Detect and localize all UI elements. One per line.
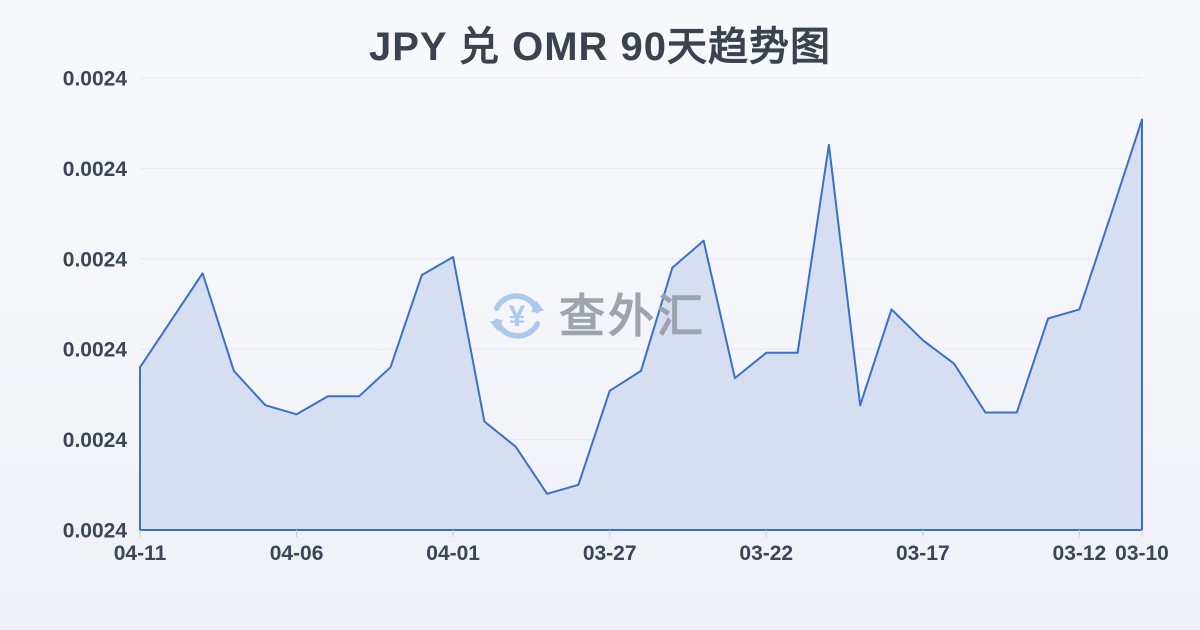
y-axis-label: 0.0024 — [63, 520, 128, 543]
area-series — [139, 118, 1143, 531]
x-axis-label: 04-01 — [426, 542, 480, 565]
x-axis-label: 04-11 — [114, 542, 167, 565]
x-axis-label: 03-12 — [1053, 542, 1107, 565]
x-axis-label: 03-22 — [739, 542, 793, 565]
x-axis-label: 03-27 — [583, 542, 637, 565]
x-axis-label: 03-10 — [1115, 542, 1169, 565]
y-axis-label: 0.0024 — [63, 158, 128, 181]
x-axis-label: 03-17 — [896, 542, 950, 565]
page-title: JPY 兑 OMR 90天趋势图 — [368, 25, 832, 69]
y-axis-label: 0.0024 — [63, 68, 128, 91]
y-axis-label: 0.0024 — [63, 429, 128, 452]
x-axis-label: 04-06 — [270, 542, 324, 565]
y-axis-label: 0.0024 — [63, 339, 128, 362]
y-axis-label: 0.0024 — [63, 248, 128, 271]
